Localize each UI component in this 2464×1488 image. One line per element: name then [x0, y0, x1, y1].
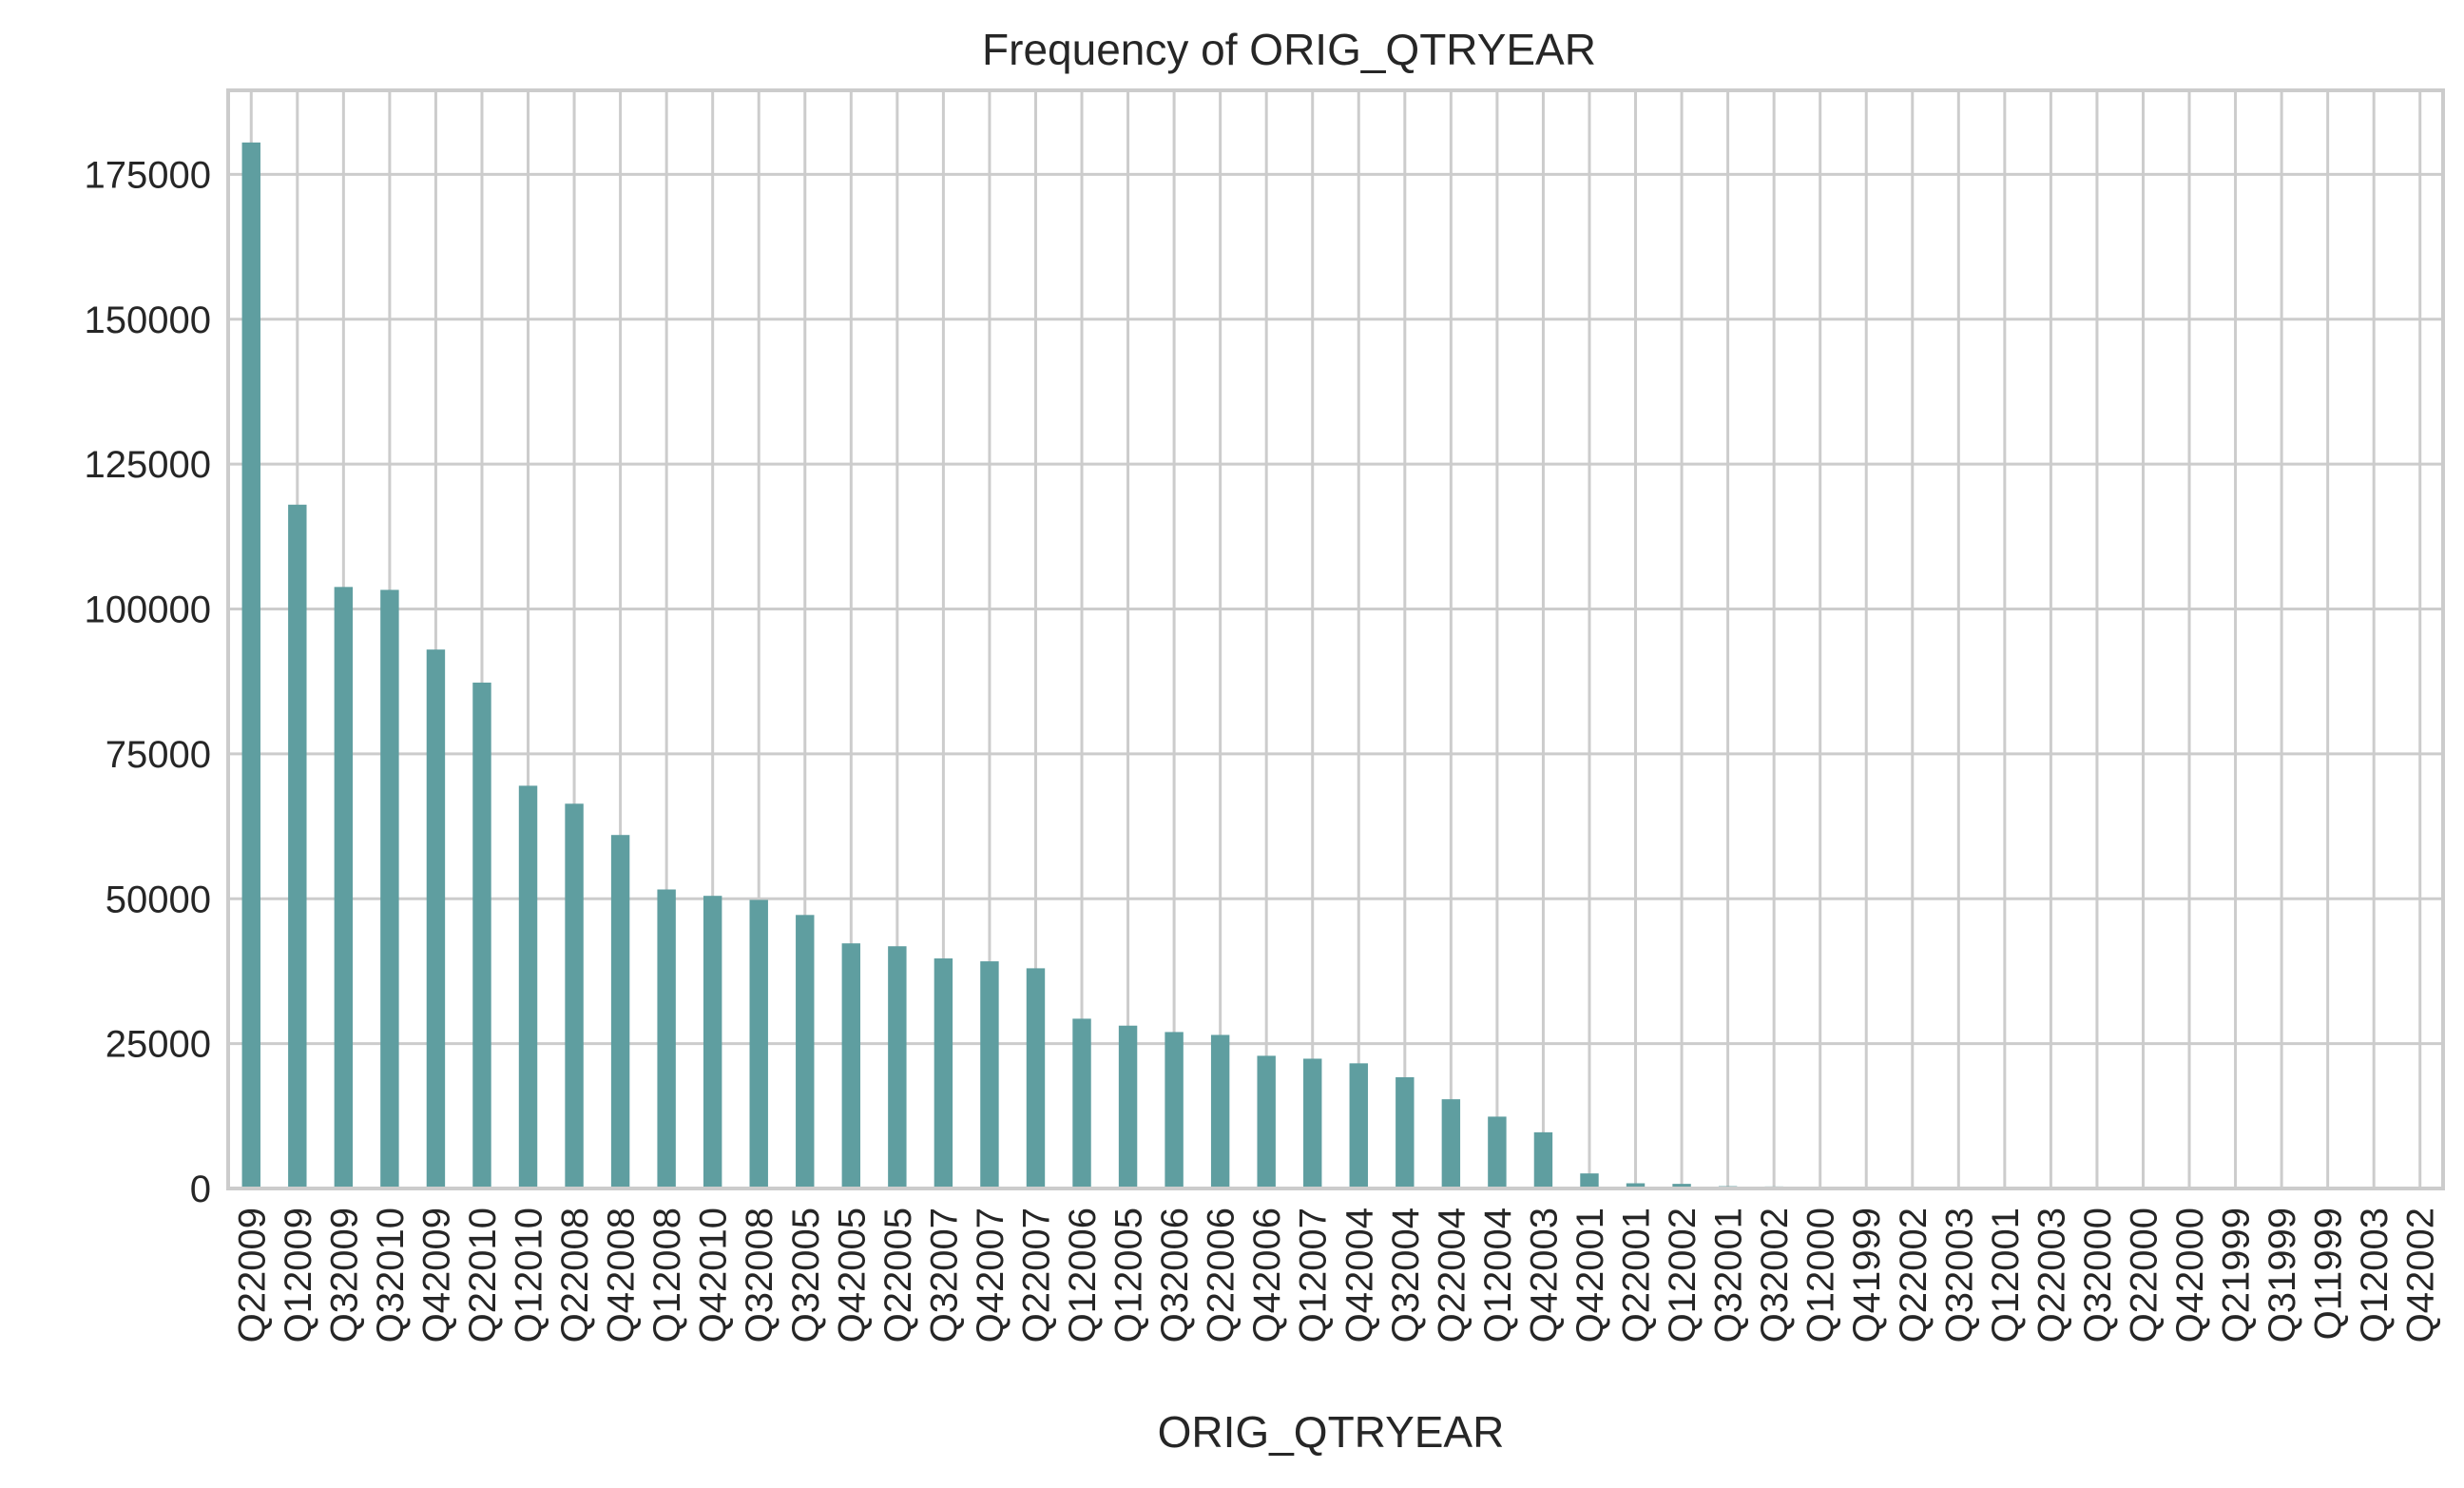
x-tick-label: Q22009 — [231, 1208, 273, 1343]
bar-q22001 — [1626, 1183, 1646, 1188]
bar-q42006 — [1257, 1055, 1276, 1188]
x-tick-label: Q12007 — [1293, 1208, 1335, 1343]
x-tick-label: Q22000 — [2123, 1208, 2165, 1343]
grid-lines — [228, 90, 2443, 1190]
x-tick-label: Q32005 — [785, 1208, 827, 1343]
y-tick-label: 125000 — [85, 444, 211, 486]
bar-q42004 — [1349, 1063, 1368, 1188]
x-tick-label: Q41999 — [1846, 1208, 1888, 1343]
x-tick-label: Q12005 — [1108, 1208, 1150, 1343]
x-tick-label: Q42007 — [970, 1208, 1011, 1343]
bar-q42007 — [980, 961, 999, 1188]
y-tick-label: 75000 — [106, 734, 211, 776]
bar-q22006 — [1210, 1034, 1230, 1188]
x-tick-label: Q22010 — [462, 1208, 504, 1343]
x-tick-label: Q32000 — [2077, 1208, 2119, 1343]
bar-q12008 — [657, 889, 676, 1188]
x-tick-label: Q31999 — [2262, 1208, 2303, 1343]
x-tick-label: Q22006 — [1201, 1208, 1242, 1343]
x-tick-label: Q11999 — [2308, 1208, 2350, 1340]
x-tick-label: Q42010 — [693, 1208, 735, 1343]
x-tick-label: Q12002 — [1662, 1208, 1704, 1343]
x-tick-label: Q21999 — [2216, 1208, 2258, 1343]
bar-q22009 — [241, 142, 260, 1189]
bar-q42005 — [841, 943, 861, 1188]
x-tick-label: Q12004 — [1477, 1208, 1519, 1343]
x-tick-label: Q32003 — [1938, 1208, 1980, 1343]
x-tick-label: Q42002 — [2400, 1208, 2442, 1343]
y-tick-label: 100000 — [85, 589, 211, 631]
bar-q32010 — [380, 589, 399, 1188]
x-tick-label: Q32006 — [1154, 1208, 1196, 1343]
bar-q32008 — [749, 899, 768, 1188]
y-tick-label: 175000 — [85, 154, 211, 196]
x-axis-label: ORIG_QTRYEAR — [1158, 1407, 1505, 1457]
bar-q22010 — [472, 682, 491, 1188]
bar-q12002 — [1672, 1184, 1691, 1188]
x-tick-label: Q32009 — [323, 1208, 365, 1343]
x-tick-label: Q42009 — [415, 1208, 457, 1343]
x-tick-label: Q42004 — [1338, 1208, 1380, 1343]
chart-title: Frequency of ORIG_QTRYEAR — [982, 25, 1596, 74]
x-tick-label: Q22001 — [1616, 1208, 1658, 1343]
bar-q22004 — [1441, 1099, 1461, 1188]
bars — [241, 142, 2430, 1189]
x-tick-label: Q42006 — [1246, 1208, 1288, 1343]
x-tick-label: Q22004 — [1431, 1208, 1473, 1343]
plot-frame — [226, 88, 2445, 1190]
x-tick-label: Q42008 — [601, 1208, 643, 1343]
bar-q22008 — [565, 803, 584, 1188]
bar-q32006 — [1165, 1032, 1184, 1188]
bar-q32009 — [334, 587, 354, 1188]
x-tick-label: Q12006 — [1062, 1208, 1104, 1343]
bar-q12009 — [288, 504, 307, 1188]
x-tick-label: Q32004 — [1385, 1208, 1427, 1343]
bar-q32005 — [796, 915, 815, 1188]
x-tick-label: Q22002 — [1893, 1208, 1935, 1343]
x-tick-label: Q42001 — [1569, 1208, 1611, 1343]
y-tick-label: 150000 — [85, 300, 211, 341]
bar-q42001 — [1580, 1173, 1599, 1188]
x-tick-label: Q22005 — [877, 1208, 919, 1343]
bar-q12005 — [1118, 1025, 1138, 1188]
bar-q42010 — [703, 896, 722, 1188]
bar-q32007 — [934, 958, 953, 1188]
x-tick-labels: Q22009 Q12009 Q32009 Q32010 Q42009 Q22010 Q120… — [231, 1208, 2441, 1343]
x-tick-label: Q32002 — [1754, 1208, 1796, 1343]
bar-q22007 — [1026, 968, 1046, 1188]
bar-q22005 — [888, 946, 907, 1188]
x-tick-label: Q12009 — [278, 1208, 319, 1343]
x-tick-label: Q22003 — [2031, 1208, 2072, 1343]
x-tick-label: Q32007 — [923, 1208, 965, 1343]
x-tick-label: Q42003 — [1523, 1208, 1565, 1343]
x-tick-label: Q12000 — [1800, 1208, 1842, 1343]
x-tick-label: Q32010 — [370, 1208, 412, 1343]
bar-q12007 — [1303, 1058, 1322, 1188]
x-tick-label: Q42005 — [831, 1208, 873, 1343]
x-tick-label: Q32001 — [1708, 1208, 1750, 1343]
x-tick-label: Q12008 — [646, 1208, 688, 1343]
bar-q12004 — [1488, 1116, 1507, 1188]
bar-q42009 — [426, 649, 446, 1188]
x-tick-label: Q32008 — [739, 1208, 780, 1343]
y-tick-label: 50000 — [106, 879, 211, 920]
y-tick-labels: 0 25000 50000 75000 100000 125000 150000 175000 — [85, 154, 211, 1210]
bar-q42003 — [1533, 1131, 1553, 1188]
bar-q12006 — [1072, 1018, 1091, 1188]
x-tick-label: Q12001 — [1985, 1208, 2027, 1343]
bar-q42008 — [610, 835, 630, 1188]
x-tick-label: Q12010 — [509, 1208, 550, 1343]
x-tick-label: Q12003 — [2354, 1208, 2396, 1343]
y-tick-label: 0 — [190, 1169, 211, 1210]
x-tick-label: Q22007 — [1015, 1208, 1057, 1343]
bar-q12010 — [518, 785, 538, 1188]
x-tick-label: Q42000 — [2169, 1208, 2211, 1343]
y-tick-label: 25000 — [106, 1024, 211, 1066]
bar-q32004 — [1396, 1076, 1415, 1188]
x-tick-label: Q22008 — [554, 1208, 596, 1343]
